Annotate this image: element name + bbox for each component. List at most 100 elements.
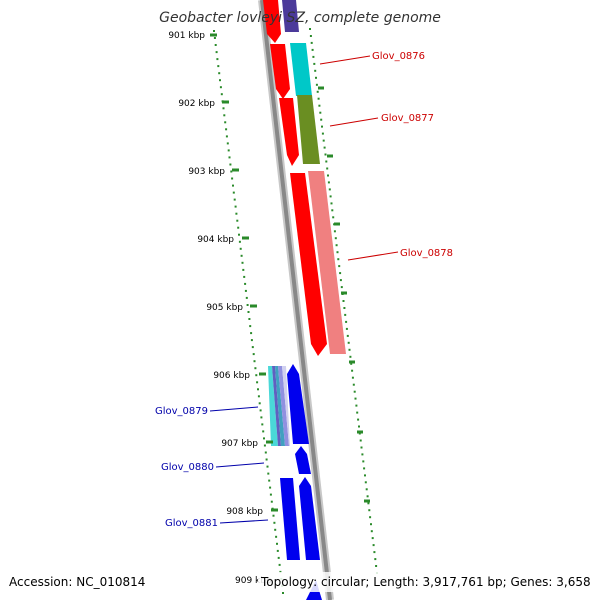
minor-tick bbox=[251, 346, 254, 349]
feature-glov0879-stripe-5 bbox=[282, 366, 290, 446]
minor-tick bbox=[247, 311, 250, 313]
minor-tick bbox=[248, 318, 251, 320]
minor-tick bbox=[261, 423, 264, 426]
minor-tick bbox=[335, 244, 338, 247]
minor-tick bbox=[257, 388, 259, 391]
minor-tick bbox=[363, 467, 366, 470]
minor-tick bbox=[253, 360, 256, 363]
gene-labels: Glov_0876 Glov_0877 Glov_0878 Glov_0879 … bbox=[155, 51, 453, 529]
minor-tick bbox=[356, 411, 359, 414]
minor-tick bbox=[227, 149, 230, 152]
callout-line-glov0880 bbox=[215, 462, 265, 468]
callout-line-glov0877 bbox=[329, 117, 379, 127]
minor-tick bbox=[340, 286, 343, 289]
minor-tick bbox=[345, 320, 348, 323]
minor-tick bbox=[219, 86, 222, 89]
minor-tick bbox=[355, 404, 358, 407]
minor-tick bbox=[237, 226, 240, 229]
callout-line-glov0879 bbox=[209, 406, 259, 412]
minor-tick bbox=[234, 205, 237, 208]
minor-tick bbox=[270, 500, 273, 503]
feature-cds-blue-3 bbox=[280, 478, 300, 560]
minor-tick bbox=[360, 446, 363, 449]
minor-tick bbox=[240, 254, 243, 257]
minor-tick bbox=[249, 325, 252, 328]
minor-tick bbox=[245, 296, 248, 299]
minor-tick bbox=[314, 69, 317, 72]
gene-label-glov0879[interactable]: Glov_0879 bbox=[155, 406, 208, 417]
minor-tick bbox=[266, 465, 269, 468]
minor-tick bbox=[230, 170, 233, 173]
minor-tick bbox=[375, 565, 378, 567]
minor-tick bbox=[319, 111, 322, 114]
minor-tick bbox=[218, 72, 221, 75]
minor-tick bbox=[239, 247, 242, 250]
gene-label-glov0877[interactable]: Glov_0877 bbox=[381, 113, 434, 124]
minor-tick bbox=[347, 341, 350, 344]
feature-cds-purple bbox=[282, 0, 299, 32]
minor-tick bbox=[333, 230, 336, 233]
minor-tick bbox=[275, 535, 278, 538]
minor-tick bbox=[225, 135, 228, 138]
minor-tick bbox=[238, 233, 240, 236]
minor-tick bbox=[269, 493, 272, 496]
minor-tick bbox=[343, 307, 346, 309]
minor-tick bbox=[216, 58, 219, 61]
minor-tick bbox=[321, 132, 324, 135]
minor-tick bbox=[313, 62, 316, 65]
minor-tick bbox=[263, 444, 266, 447]
minor-tick bbox=[325, 160, 328, 163]
minor-tick bbox=[330, 202, 333, 205]
feature-glov0879-stripe-2 bbox=[272, 366, 281, 446]
minor-tick bbox=[262, 430, 265, 433]
feature-cds-blue-2 bbox=[295, 446, 311, 474]
minor-tick bbox=[250, 332, 253, 335]
genome-summary-text: Topology: circular; Length: 3,917,761 bp… bbox=[260, 575, 591, 589]
gene-label-glov0878[interactable]: Glov_0878 bbox=[400, 248, 453, 259]
accession-text: Accession: NC_010814 bbox=[9, 575, 145, 589]
major-tick-marks bbox=[210, 33, 370, 512]
minor-tick bbox=[250, 339, 253, 342]
minor-tick bbox=[272, 514, 275, 517]
minor-tick bbox=[370, 530, 373, 533]
minor-tick bbox=[366, 495, 369, 498]
minor-tick bbox=[259, 409, 262, 412]
minor-tick bbox=[246, 304, 249, 306]
minor-tick bbox=[260, 416, 263, 419]
gene-label-glov0880[interactable]: Glov_0880 bbox=[161, 462, 214, 473]
minor-tick bbox=[278, 563, 281, 566]
minor-tick bbox=[320, 118, 323, 121]
minor-tick bbox=[229, 163, 232, 166]
feature-cds-blue-4 bbox=[299, 477, 320, 560]
minor-tick bbox=[222, 107, 225, 110]
gene-label-glov0881[interactable]: Glov_0881 bbox=[165, 518, 218, 529]
minor-tick bbox=[256, 381, 259, 384]
gene-label-glov0876[interactable]: Glov_0876 bbox=[372, 51, 425, 62]
minor-tick bbox=[226, 142, 229, 145]
minor-tick bbox=[214, 44, 217, 46]
minor-tick bbox=[273, 521, 276, 524]
minor-tick bbox=[358, 425, 360, 428]
minor-tick bbox=[310, 41, 313, 44]
minor-tick bbox=[351, 376, 354, 379]
tick-label-903: 903 kbp bbox=[188, 167, 225, 177]
tick-label-907: 907 kbp bbox=[221, 439, 258, 449]
minor-tick bbox=[367, 502, 370, 505]
minor-tick bbox=[279, 570, 282, 573]
minor-tick bbox=[232, 184, 234, 187]
minor-tick bbox=[231, 177, 234, 180]
minor-tick bbox=[232, 191, 235, 194]
minor-tick bbox=[359, 439, 362, 442]
minor-tick bbox=[357, 418, 360, 421]
minor-tick bbox=[353, 390, 356, 393]
minor-tick bbox=[337, 258, 340, 261]
callout-line-glov0876 bbox=[319, 55, 371, 65]
minor-tick bbox=[255, 374, 258, 377]
tick-labels: 901 kbp 902 kbp 903 kbp 904 kbp 905 kbp … bbox=[168, 31, 272, 586]
minor-tick bbox=[374, 558, 377, 561]
footer-summary-bg bbox=[258, 572, 598, 592]
feature-glov0879-stripe-1 bbox=[268, 366, 278, 446]
tick-label-908: 908 kbp bbox=[226, 507, 263, 517]
minor-tick bbox=[317, 97, 320, 100]
